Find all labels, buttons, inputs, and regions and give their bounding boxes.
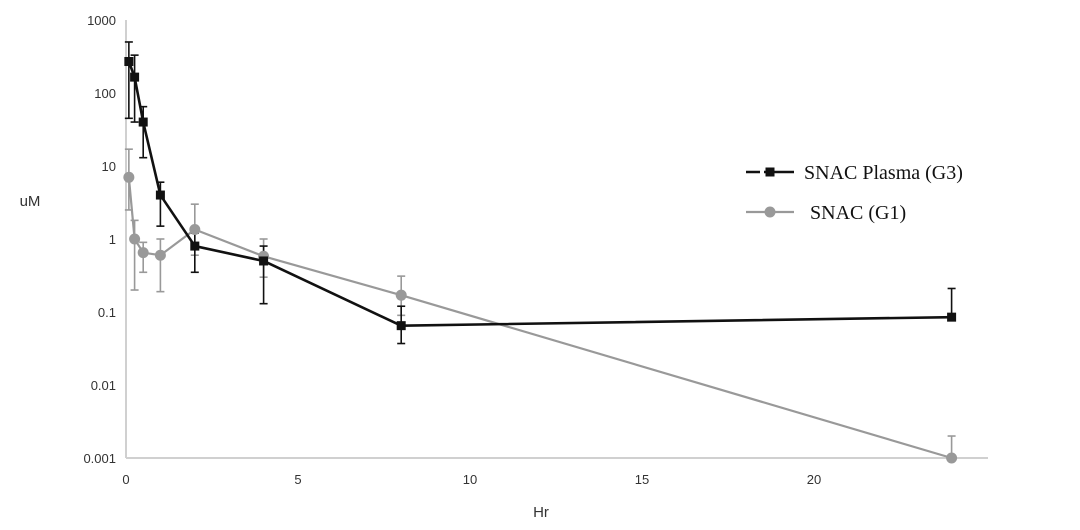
x-tick-label: 5 [294, 472, 301, 487]
x-tick-label: 10 [463, 472, 477, 487]
legend-label: SNAC (G1) [810, 202, 906, 224]
series-line-0 [127, 61, 952, 327]
y-tick-labels: 0.001 0.01 0.1 1 10 100 1000 [83, 13, 116, 466]
y-axis-title: uM [20, 193, 41, 210]
data-point [155, 190, 165, 200]
data-point [189, 223, 201, 235]
data-point [130, 72, 140, 82]
legend-marker [765, 167, 775, 177]
y-tick-label: 0.001 [83, 451, 116, 466]
data-point [395, 289, 407, 301]
data-point [154, 249, 166, 261]
legend: SNAC Plasma (G3) SNAC (G1) [746, 162, 963, 224]
legend-marker [764, 206, 776, 218]
data-point [137, 247, 149, 259]
x-tick-label: 15 [635, 472, 649, 487]
legend-item-1: SNAC (G1) [746, 202, 906, 224]
error-bars-1 [124, 148, 956, 459]
y-tick-label: 1 [109, 232, 116, 247]
y-tick-label: 100 [94, 86, 116, 101]
y-tick-label: 10 [102, 159, 116, 174]
x-tick-label: 0 [122, 472, 129, 487]
y-tick-label: 0.1 [98, 305, 116, 320]
plot-area [123, 41, 958, 464]
data-point [946, 452, 958, 464]
axes [125, 20, 988, 459]
x-axis-title: Hr [533, 504, 549, 521]
error-bars-0 [124, 41, 956, 345]
data-point [124, 57, 134, 67]
data-point [396, 321, 406, 331]
data-point [123, 171, 135, 183]
y-tick-label: 0.01 [91, 378, 116, 393]
data-point [190, 241, 200, 251]
y-tick-label: 1000 [87, 13, 116, 28]
x-tick-label: 20 [807, 472, 821, 487]
legend-item-0: SNAC Plasma (G3) [746, 162, 963, 184]
data-point [259, 256, 269, 266]
series-markers-0 [124, 57, 957, 331]
x-tick-labels: 0 5 10 15 20 [122, 472, 821, 487]
legend-label: SNAC Plasma (G3) [804, 162, 963, 184]
data-point [138, 117, 148, 127]
data-point [129, 233, 141, 245]
data-point [947, 312, 957, 322]
